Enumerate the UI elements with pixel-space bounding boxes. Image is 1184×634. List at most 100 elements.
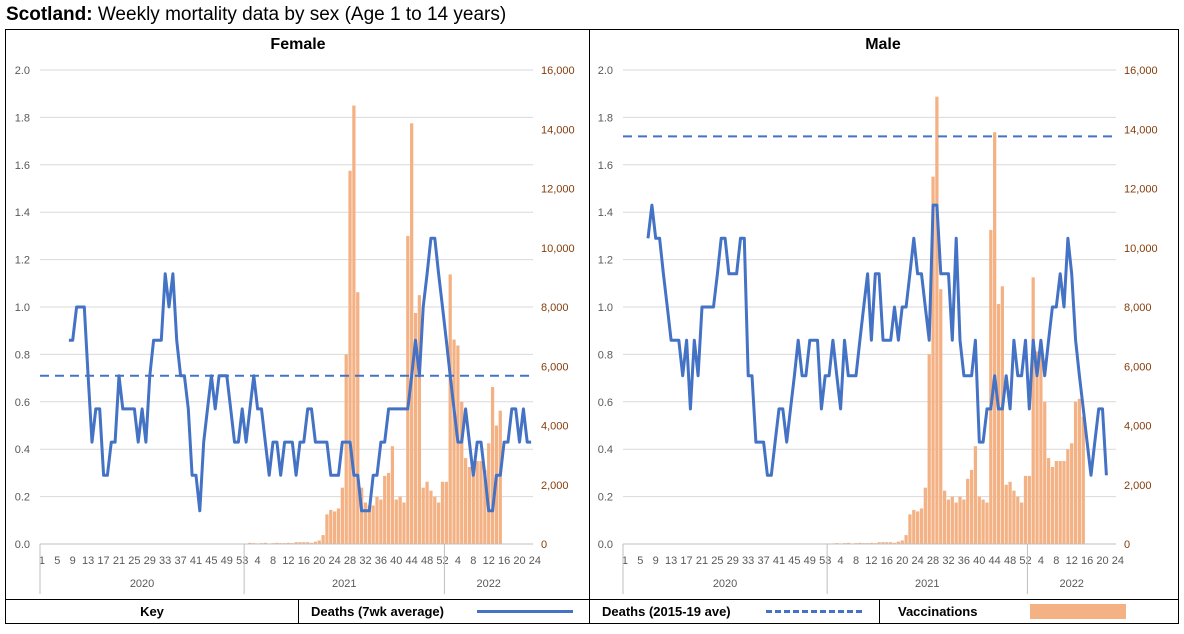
legend-baseline: Deaths (2015-19 ave) — [590, 600, 880, 623]
vaccination-bar — [869, 542, 874, 544]
vaccination-bar — [402, 502, 406, 544]
vaccination-bar — [846, 542, 850, 544]
y-tick-label-left: 0.0 — [15, 539, 30, 551]
vaccination-bar — [425, 481, 429, 544]
vaccination-bar — [421, 487, 425, 544]
x-tick-label: 25 — [128, 555, 140, 567]
vaccination-bar — [325, 514, 329, 544]
vaccination-bar — [398, 496, 402, 544]
vaccination-bar — [969, 469, 974, 544]
vaccination-bar — [390, 446, 395, 544]
deaths-line — [646, 203, 1108, 477]
vaccination-bar — [463, 458, 468, 544]
x-tick-label: 12 — [483, 555, 495, 567]
x-tick-label: 40 — [390, 555, 402, 567]
vaccination-bar — [429, 490, 433, 544]
vaccination-bar — [1050, 466, 1055, 544]
vaccination-bar — [375, 496, 379, 544]
legend-deaths-swatch — [477, 610, 573, 613]
y-tick-label-left: 0.4 — [598, 444, 613, 456]
y-tick-label-left: 0.8 — [598, 349, 613, 361]
y-tick-label-left: 1.8 — [598, 112, 613, 124]
legend-baseline-swatch — [766, 610, 862, 613]
y-tick-label-left: 1.2 — [15, 255, 30, 267]
vaccination-bar — [406, 235, 410, 544]
vaccination-bar — [931, 176, 935, 544]
vaccination-bar — [460, 401, 464, 544]
y-tick-label-right: 10,000 — [541, 243, 575, 255]
vaccination-bar — [954, 502, 958, 544]
x-tick-label: 32 — [359, 555, 371, 567]
vaccination-bar — [263, 542, 267, 544]
vaccination-bar — [896, 541, 901, 544]
vaccination-bar — [900, 540, 904, 544]
x-tick-label: 52 — [1019, 555, 1031, 567]
y-tick-label-left: 1.2 — [598, 255, 613, 267]
x-tick-label: 49 — [804, 555, 816, 567]
vaccination-bar — [344, 354, 348, 544]
x-tick-label: 24 — [329, 555, 341, 567]
vaccination-bar — [916, 511, 920, 544]
x-year-label: 2021 — [915, 578, 939, 590]
x-tick-label: 1 — [622, 555, 628, 567]
x-tick-label: 37 — [174, 555, 186, 567]
y-tick-label-right: 16,000 — [1124, 65, 1158, 77]
x-year-label: 2022 — [1059, 578, 1083, 590]
vaccination-bar — [1046, 458, 1051, 544]
y-tick-label-left: 0.2 — [598, 492, 613, 504]
vaccination-bar — [444, 481, 448, 544]
y-tick-label-left: 1.0 — [15, 302, 30, 314]
vaccination-bar — [877, 542, 881, 544]
vaccination-bar — [1077, 398, 1082, 544]
male-chart: Male 0.0 0.2 0.4 0.6 0.8 1.0 1.2 1.4 1.6 1.8 2.0 0 2,… — [598, 36, 1158, 594]
vaccination-bar — [313, 541, 318, 544]
x-tick-label: 21 — [113, 555, 125, 567]
y-tick-label-right: 6,000 — [1124, 361, 1152, 373]
x-tick-label: 29 — [144, 555, 156, 567]
vaccination-bar — [858, 542, 862, 544]
vaccination-bar — [394, 499, 398, 544]
y-tick-label-right: 8,000 — [1124, 302, 1152, 314]
x-tick-label: 24 — [912, 555, 924, 567]
chart-title: Male — [865, 36, 901, 53]
vaccination-bar — [452, 339, 456, 544]
legend-key: Key Deaths (7wk average) Deaths (2015-19… — [5, 599, 1179, 624]
vaccination-bar — [1008, 481, 1012, 544]
vaccination-bar — [302, 542, 306, 544]
x-tick-label: 5 — [637, 555, 643, 567]
vaccination-bar — [966, 478, 970, 544]
vaccination-bar — [483, 469, 487, 544]
vaccination-bar — [985, 502, 989, 544]
y-tick-label-left: 2.0 — [598, 65, 613, 77]
x-year-label: 2020 — [713, 578, 737, 590]
vaccination-bar — [379, 499, 383, 544]
vaccination-bar — [981, 499, 985, 544]
vaccination-bar — [417, 295, 422, 544]
x-tick-label: 48 — [421, 555, 433, 567]
legend-vaccinations-swatch — [1030, 604, 1126, 619]
vaccination-bar — [371, 505, 375, 544]
y-tick-label-left: 0.6 — [598, 397, 613, 409]
vaccination-bar — [1058, 461, 1062, 544]
vaccination-bar — [475, 461, 479, 544]
x-tick-label: 12 — [1066, 555, 1078, 567]
chart-title: Female — [270, 36, 325, 53]
vaccination-bar — [348, 170, 352, 544]
legend-deaths: Deaths (7wk average) — [299, 600, 590, 623]
x-tick-label: 53 — [236, 555, 248, 567]
x-tick-label: 13 — [665, 555, 677, 567]
x-tick-label: 40 — [973, 555, 985, 567]
vaccination-bar — [433, 496, 437, 544]
vaccination-bar — [413, 312, 418, 544]
vaccination-bar — [1081, 416, 1085, 544]
x-tick-label: 8 — [470, 555, 476, 567]
x-tick-label: 44 — [406, 555, 418, 567]
y-tick-label-left: 0.8 — [15, 349, 30, 361]
deaths-line — [68, 236, 532, 513]
x-tick-label: 4 — [455, 555, 461, 567]
y-tick-label-right: 2,000 — [1124, 480, 1152, 492]
vaccination-bar — [471, 461, 475, 544]
page-title-text: Weekly mortality data by sex (Age 1 to 1… — [92, 4, 507, 25]
x-tick-label: 45 — [788, 555, 800, 567]
x-tick-label: 20 — [513, 555, 525, 567]
